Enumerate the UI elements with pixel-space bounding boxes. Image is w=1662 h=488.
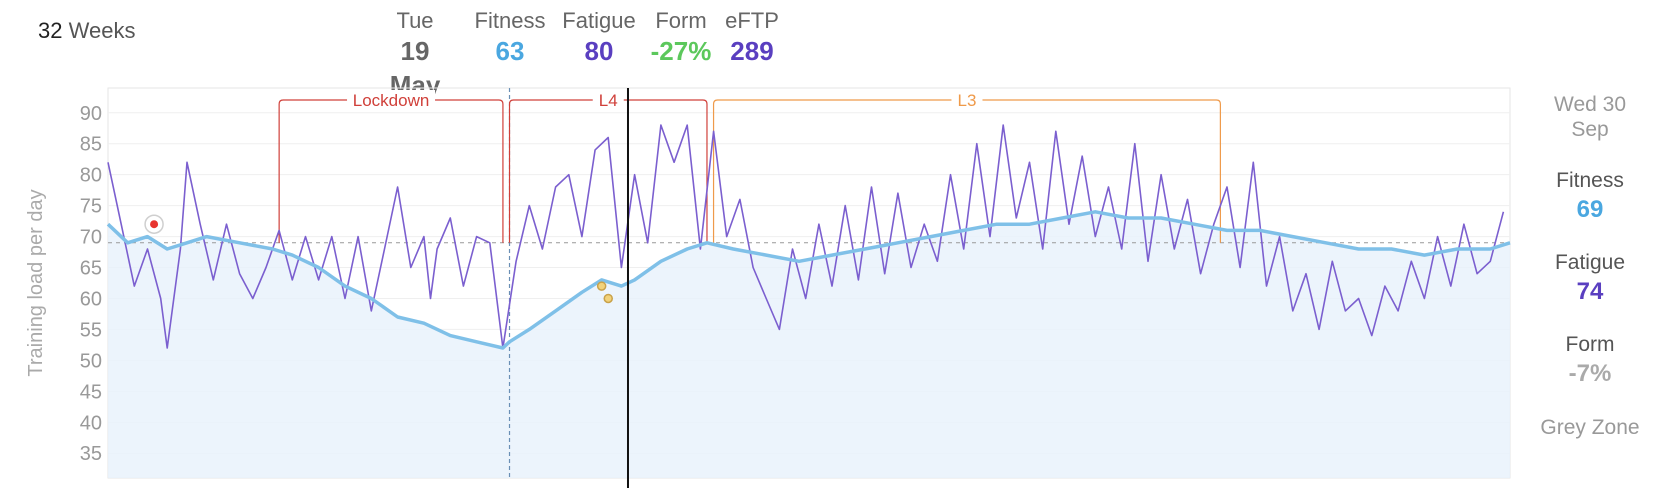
header-form: Form -27%	[646, 8, 716, 68]
header-eftp-label: eFTP	[725, 8, 779, 33]
annotation-label: L4	[599, 91, 618, 110]
side-fitness: Fitness 69	[1530, 168, 1650, 226]
side-fatigue: Fatigue 74	[1530, 250, 1650, 308]
side-fitness-value: 69	[1576, 196, 1604, 223]
side-date: Wed 30 Sep	[1530, 92, 1650, 142]
y-tick-label: 40	[80, 412, 102, 434]
fitness-line	[106, 210, 1511, 350]
y-tick-label: 45	[80, 381, 102, 403]
header-form-label: Form	[655, 8, 707, 33]
annotation-label: Lockdown	[353, 91, 430, 110]
header-fitness-value: 63	[495, 36, 525, 66]
y-tick-label: 75	[80, 196, 102, 218]
fitness-area	[108, 211, 1510, 479]
activity-marker	[596, 281, 607, 291]
y-tick-label: 55	[80, 319, 102, 341]
y-tick-label: 70	[80, 227, 102, 249]
header-day: Tue	[396, 8, 434, 33]
y-tick-label: 50	[80, 350, 102, 372]
side-form-value: -7%	[1568, 360, 1612, 387]
side-form-label: Form	[1565, 333, 1615, 356]
annotation-label-bg	[951, 90, 983, 110]
side-fitness-label: Fitness	[1556, 169, 1624, 192]
side-zone: Grey Zone	[1540, 416, 1640, 439]
annotation-label-bg	[592, 90, 624, 110]
header-fatigue-value: 80	[584, 36, 614, 66]
side-date-line2: Sep	[1571, 118, 1609, 141]
event-marker-ring	[144, 214, 164, 234]
weeks-label: Weeks	[68, 18, 136, 43]
header-fitness: Fitness 63	[468, 8, 552, 68]
activity-marker	[603, 293, 613, 304]
y-tick-label: 85	[80, 134, 102, 156]
annotation-bracket	[508, 99, 708, 243]
annotation-label-bg	[347, 90, 436, 110]
y-tick-label: 60	[80, 288, 102, 310]
side-fatigue-value: 74	[1576, 278, 1604, 305]
header-fitness-label: Fitness	[474, 8, 546, 33]
y-tick-label: 35	[80, 443, 102, 465]
weeks-range[interactable]: 32 Weeks	[38, 18, 135, 44]
side-date-line1: Wed 30	[1554, 93, 1626, 116]
event-marker-dot	[150, 220, 159, 229]
weeks-count: 32	[38, 18, 63, 43]
header-form-value: -27%	[650, 36, 712, 66]
side-form: Form -7%	[1530, 332, 1650, 390]
y-tick-label: 65	[80, 258, 102, 280]
y-axis-label: Training load per day	[25, 189, 47, 376]
y-tick-label: 90	[80, 103, 102, 125]
fatigue-line	[107, 124, 1505, 349]
annotation-label: L3	[958, 91, 977, 110]
header-eftp-value: 289	[730, 36, 774, 66]
y-tick-label: 80	[80, 165, 102, 187]
side-fatigue-label: Fatigue	[1554, 251, 1626, 274]
header-fatigue: Fatigue 80	[558, 8, 640, 68]
header-eftp: eFTP 289	[722, 8, 782, 68]
header-fatigue-label: Fatigue	[562, 8, 636, 33]
